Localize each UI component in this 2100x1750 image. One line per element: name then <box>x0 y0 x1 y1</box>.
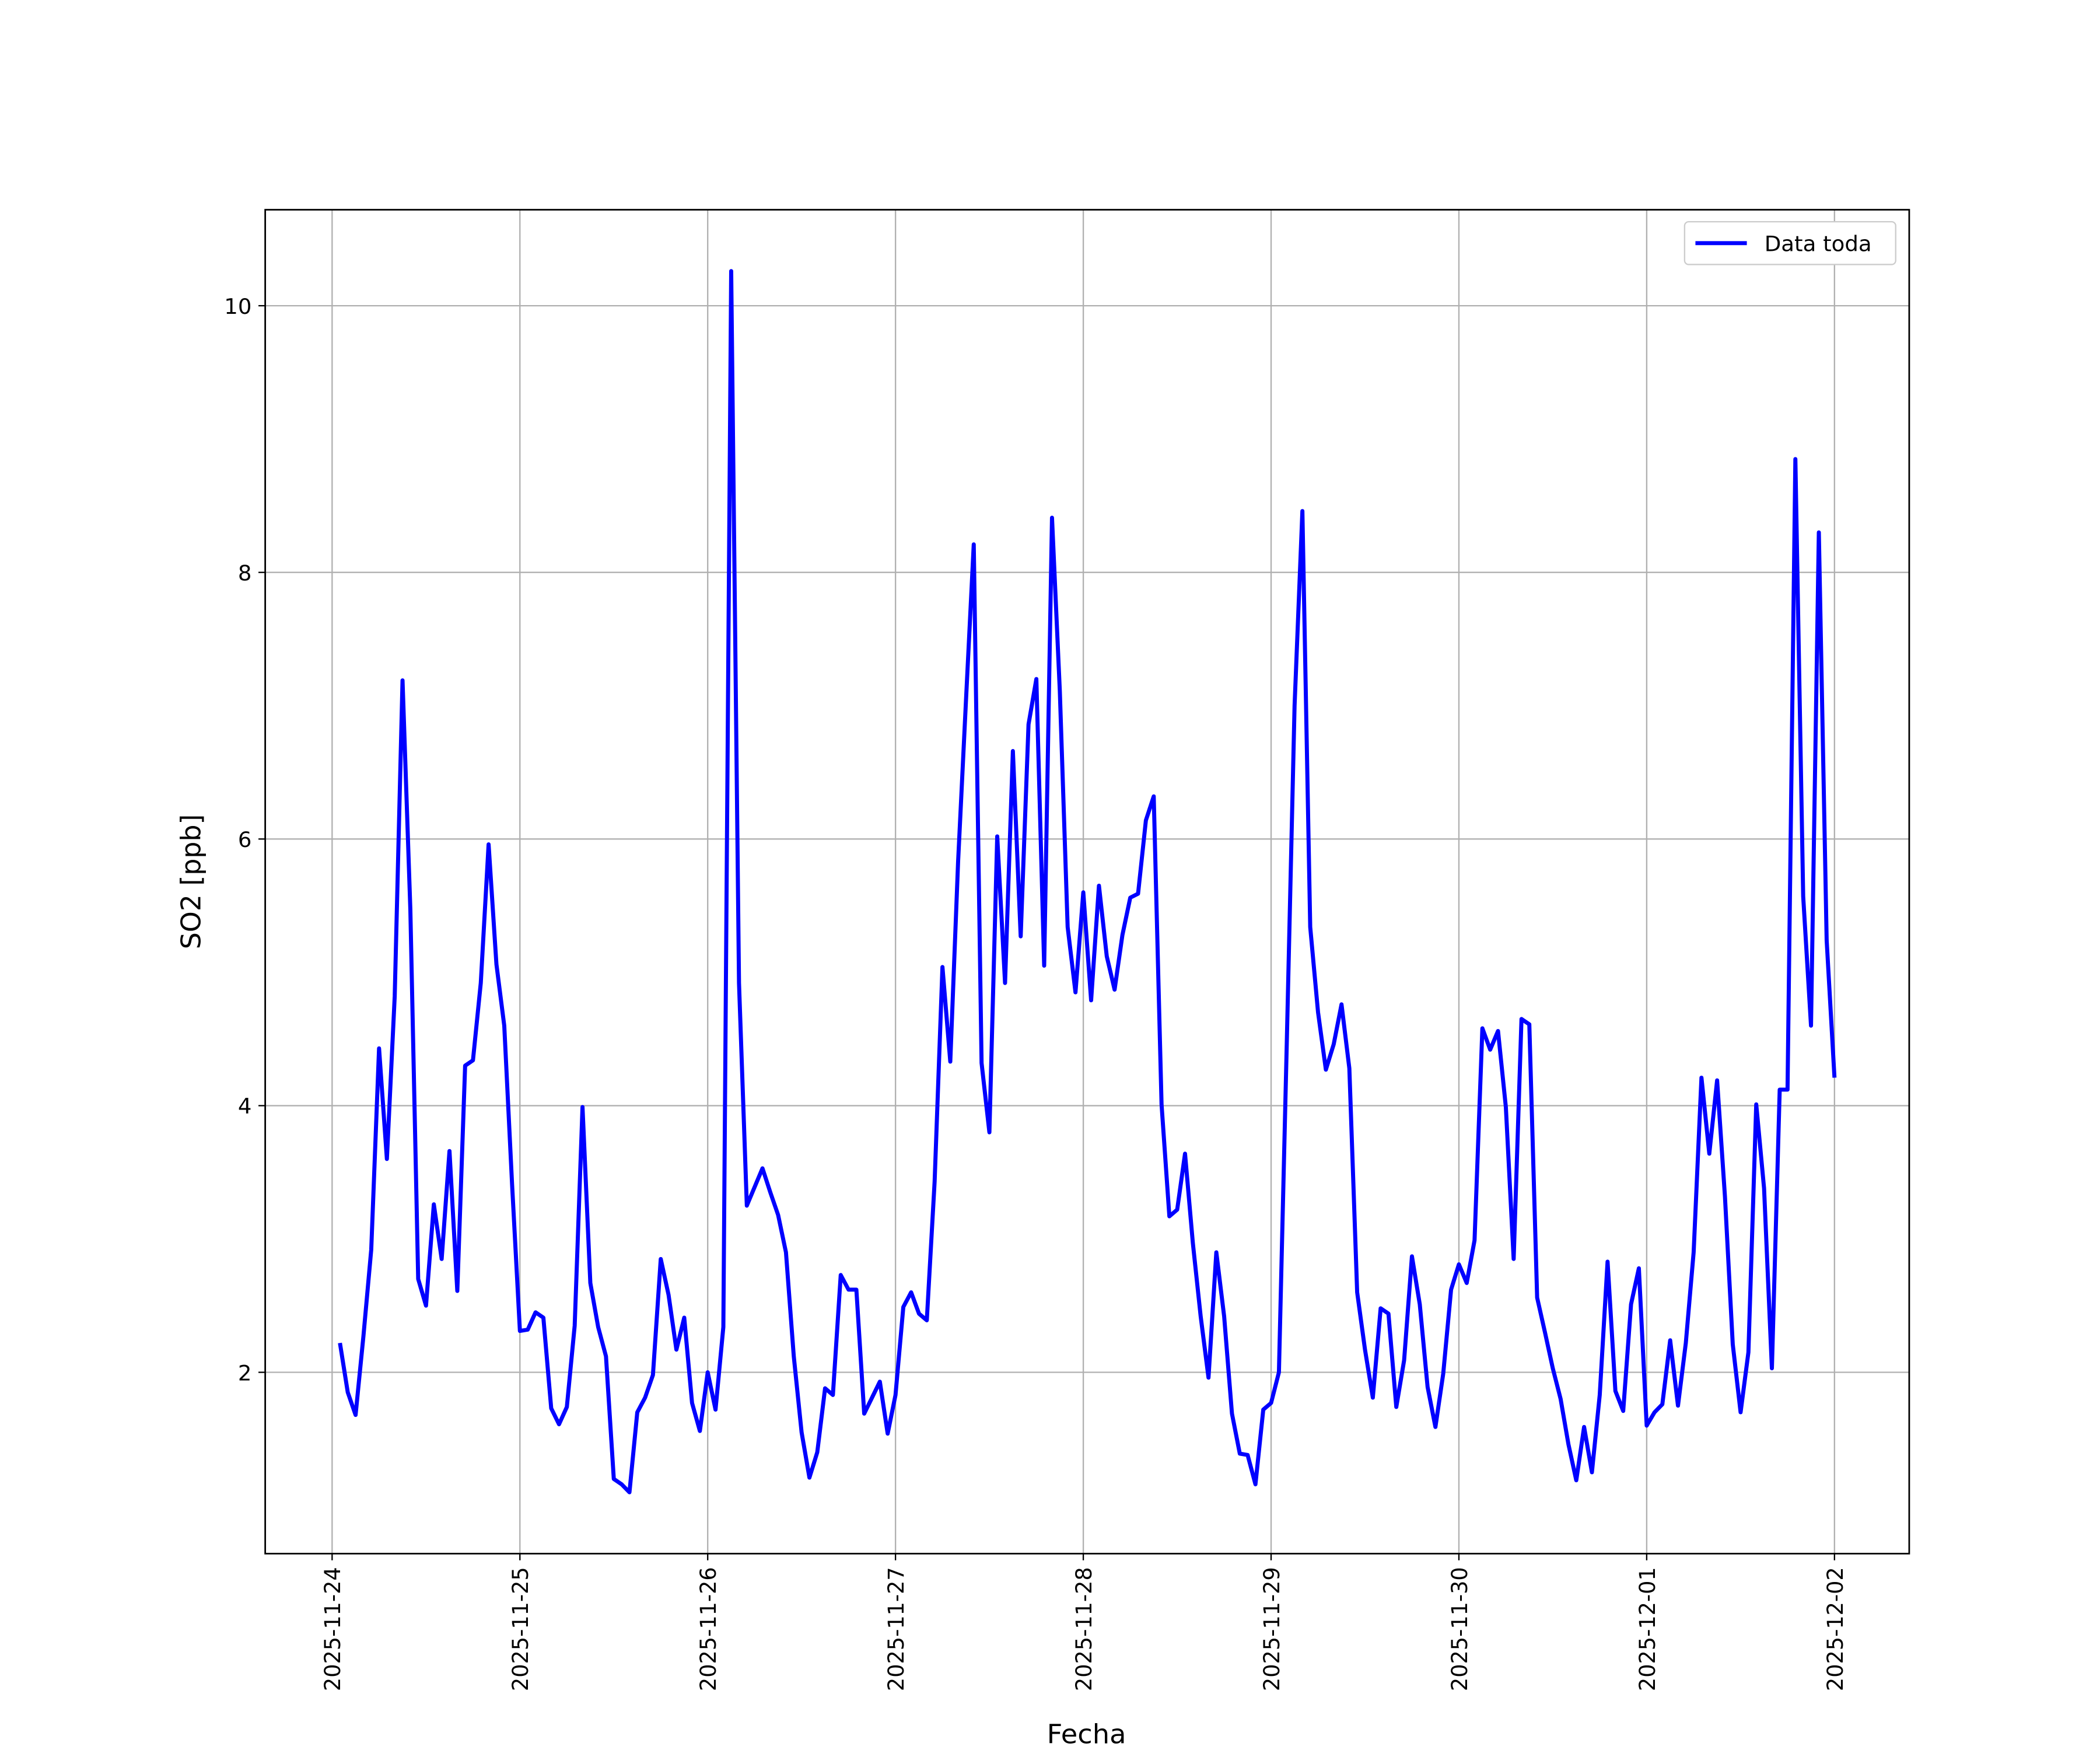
x-tick-label: 2025-12-02 <box>1823 1567 1848 1691</box>
y-axis-label: SO2 [ppb] <box>175 814 206 950</box>
y-tick-label: 8 <box>238 561 252 586</box>
x-tick-label: 2025-12-01 <box>1635 1567 1660 1691</box>
y-tick-label: 6 <box>238 827 252 852</box>
x-tick-label: 2025-11-28 <box>1072 1567 1097 1691</box>
y-tick-label: 2 <box>238 1360 252 1385</box>
plot-frame <box>264 209 1910 1555</box>
x-tick-label: 2025-11-26 <box>696 1567 721 1691</box>
x-tick-label: 2025-11-27 <box>884 1567 909 1691</box>
legend: Data toda <box>1684 221 1896 265</box>
x-tick-label: 2025-11-29 <box>1259 1567 1284 1691</box>
x-axis-label: Fecha <box>1047 1718 1126 1750</box>
legend-label: Data toda <box>1765 232 1872 257</box>
legend-box <box>1684 221 1896 265</box>
y-tick-label: 4 <box>238 1094 252 1119</box>
x-tick-label: 2025-11-25 <box>508 1567 533 1691</box>
x-tick-label: 2025-11-30 <box>1447 1567 1472 1691</box>
data-line <box>338 269 1837 1494</box>
x-tick-label: 2025-11-24 <box>320 1567 345 1691</box>
y-tick-label: 10 <box>224 294 251 319</box>
